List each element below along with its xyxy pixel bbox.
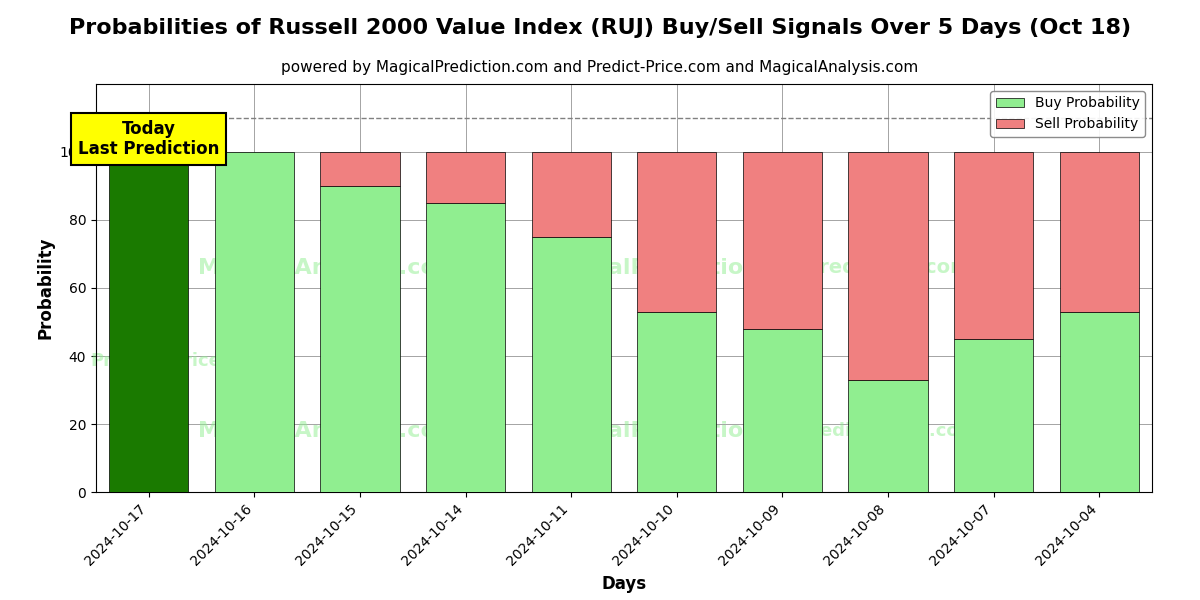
X-axis label: Days: Days: [601, 575, 647, 593]
Bar: [848, 152, 928, 380]
Text: Predict-Price.com: Predict-Price.com: [798, 422, 978, 440]
Text: MagicalPrediction.com: MagicalPrediction.com: [534, 421, 820, 441]
Bar: [954, 339, 1033, 492]
Bar: [743, 152, 822, 329]
Bar: [743, 329, 822, 492]
Text: MagicalAnalysis.com: MagicalAnalysis.com: [198, 257, 458, 278]
Bar: [426, 152, 505, 203]
Bar: [1060, 152, 1139, 312]
Bar: [1060, 312, 1139, 492]
Bar: [532, 152, 611, 237]
Bar: [109, 152, 188, 492]
Bar: [320, 152, 400, 186]
Text: powered by MagicalPrediction.com and Predict-Price.com and MagicalAnalysis.com: powered by MagicalPrediction.com and Pre…: [281, 60, 919, 75]
Legend: Buy Probability, Sell Probability: Buy Probability, Sell Probability: [990, 91, 1145, 137]
Y-axis label: Probability: Probability: [36, 237, 54, 339]
Bar: [320, 186, 400, 492]
Text: MagicalAnalysis.com: MagicalAnalysis.com: [198, 421, 458, 441]
Bar: [532, 237, 611, 492]
Bar: [954, 152, 1033, 339]
Text: Today
Last Prediction: Today Last Prediction: [78, 119, 220, 158]
Text: Probabilities of Russell 2000 Value Index (RUJ) Buy/Sell Signals Over 5 Days (Oc: Probabilities of Russell 2000 Value Inde…: [68, 18, 1132, 38]
Text: Prediction.com: Prediction.com: [805, 258, 971, 277]
Bar: [637, 152, 716, 312]
Bar: [848, 380, 928, 492]
Text: Predict-Price.com: Predict-Price.com: [91, 352, 270, 370]
Bar: [426, 203, 505, 492]
Bar: [215, 152, 294, 492]
Text: MagicalPrediction.com: MagicalPrediction.com: [534, 257, 820, 278]
Bar: [637, 312, 716, 492]
